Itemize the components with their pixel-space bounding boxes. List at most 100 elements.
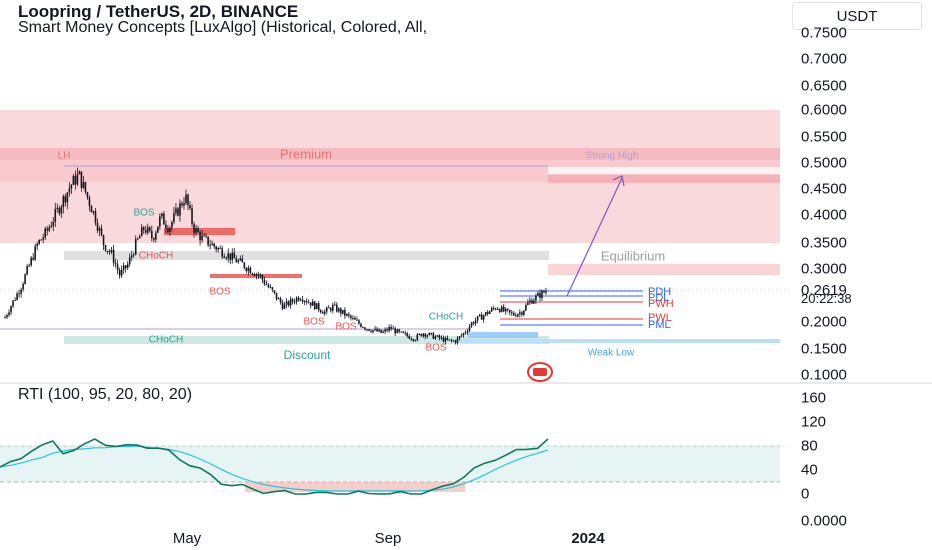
candle-body xyxy=(515,315,517,317)
rti-panel xyxy=(0,382,932,495)
candle-body xyxy=(486,312,489,315)
candle-body xyxy=(263,279,266,285)
candle-body xyxy=(14,299,16,301)
candle-body xyxy=(281,302,284,309)
arrow-head xyxy=(612,175,625,187)
candle-body xyxy=(62,196,65,208)
indicator-label[interactable]: Smart Money Concepts [LuxAlgo] (Historic… xyxy=(18,19,428,36)
candle-body xyxy=(358,320,360,324)
candle-body xyxy=(10,306,12,313)
price-tick: 0.7000 xyxy=(801,50,847,68)
rti-oversold-fill xyxy=(245,482,465,492)
rti-label[interactable]: RTI (100, 95, 20, 80, 20) xyxy=(18,386,193,403)
equilibrium-label: Equilibrium xyxy=(600,248,666,264)
candle-body xyxy=(420,333,423,337)
candle-body xyxy=(330,308,332,311)
candle-body xyxy=(498,309,501,312)
candle-body xyxy=(201,235,203,241)
candle-body xyxy=(195,227,197,233)
candle-body xyxy=(303,301,306,303)
candle-body xyxy=(261,275,264,280)
candle-body xyxy=(149,227,151,231)
candle-body xyxy=(484,312,487,316)
choch-label: CHoCH xyxy=(428,311,464,323)
lh-label: LH xyxy=(57,150,71,162)
candle-body xyxy=(414,340,417,342)
candle-body xyxy=(346,313,348,316)
current-price-label: 0.2619 xyxy=(801,282,847,299)
candle-body xyxy=(352,317,354,319)
candle-body xyxy=(84,182,87,193)
candle-body xyxy=(340,308,342,314)
candle-body xyxy=(151,230,153,239)
price-tick: 0.4000 xyxy=(801,206,847,224)
candle-body xyxy=(96,223,99,231)
equilibrium-zone xyxy=(64,251,549,260)
candle-body xyxy=(257,274,260,276)
candle-body xyxy=(64,196,67,203)
candle-body xyxy=(368,329,370,331)
candle-body xyxy=(374,328,376,331)
candle-body xyxy=(229,253,232,260)
candle-body xyxy=(203,235,205,237)
time-tick: 2024 xyxy=(571,530,605,547)
candle-body xyxy=(52,221,55,226)
candle-body xyxy=(327,307,330,309)
candlesticks xyxy=(0,167,790,345)
candle-body xyxy=(527,302,529,306)
candle-body xyxy=(390,326,392,329)
time-tick: May xyxy=(172,530,202,547)
candle-body xyxy=(480,314,483,320)
candle-body xyxy=(165,224,167,229)
candle-body xyxy=(163,213,165,225)
candle-body xyxy=(223,256,226,258)
candle-body xyxy=(317,303,320,311)
price-tick: 0.3500 xyxy=(801,234,847,252)
candle-body xyxy=(130,255,133,258)
pml-label: PML xyxy=(648,319,671,331)
candle-body xyxy=(74,175,77,185)
candle-body xyxy=(213,243,215,247)
price-tick: 0.5000 xyxy=(801,154,847,172)
candle-body xyxy=(513,312,515,316)
candle-body xyxy=(12,300,14,307)
candle-body xyxy=(22,283,24,290)
candle-body xyxy=(243,262,246,269)
candle-body xyxy=(253,274,256,276)
candle-body xyxy=(442,337,445,342)
candle-body xyxy=(32,257,34,260)
currency-button[interactable]: USDT xyxy=(792,2,922,30)
candle-body xyxy=(545,291,547,293)
candle-body xyxy=(456,338,459,343)
candle-body xyxy=(392,328,394,330)
candle-body xyxy=(448,339,451,341)
candle-body xyxy=(378,329,380,332)
candle-body xyxy=(531,300,533,304)
candle-body xyxy=(267,284,270,288)
candle-body xyxy=(177,208,179,216)
candle-body xyxy=(444,337,447,342)
candle-body xyxy=(430,332,433,334)
candle-body xyxy=(434,336,437,339)
symbol-title[interactable]: Loopring / TetherUS, 2D, BINANCE xyxy=(18,2,299,21)
candle-body xyxy=(366,329,368,331)
candle-body xyxy=(60,207,63,214)
weak-low-zone xyxy=(460,339,780,343)
candle-body xyxy=(410,338,413,340)
candle-body xyxy=(58,207,61,214)
candle-body xyxy=(219,247,221,249)
axis-zero-label: 0.0000 xyxy=(801,512,847,530)
premium-label: Premium xyxy=(279,146,333,162)
candle-body xyxy=(187,194,189,206)
candle-body xyxy=(159,216,161,227)
candle-body xyxy=(100,228,103,236)
candle-body xyxy=(181,203,183,206)
candle-body xyxy=(307,302,310,304)
candle-body xyxy=(323,311,326,314)
candle-body xyxy=(18,293,20,295)
candle-body xyxy=(517,314,519,317)
candle-body xyxy=(155,232,157,240)
candle-body xyxy=(466,330,469,333)
candle-body xyxy=(30,257,32,266)
